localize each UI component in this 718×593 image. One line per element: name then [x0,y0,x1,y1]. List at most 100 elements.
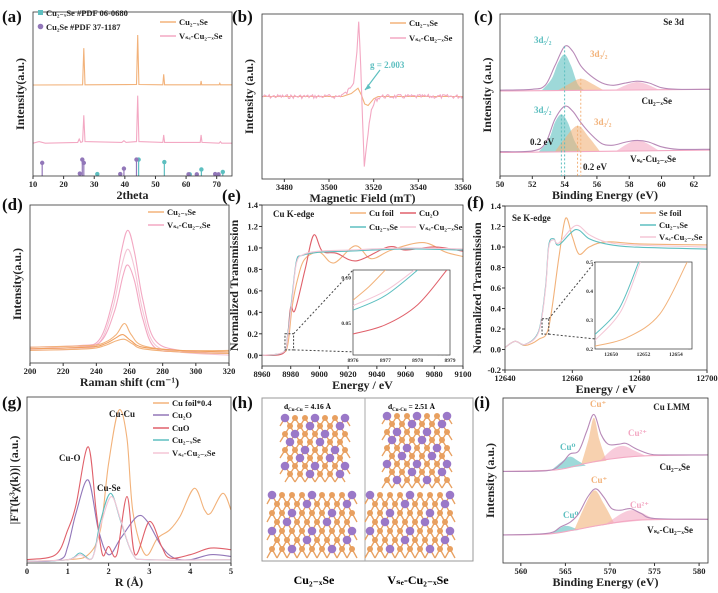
series-line [33,95,232,144]
cu-atom [334,501,340,507]
annotation: Cu-O [59,453,81,463]
series-line [503,413,708,472]
cu-atom [309,546,315,552]
inset-x-tick-label: 8976 [348,358,359,364]
inset-y-tick-label: 0.05 [341,321,351,327]
series-line [27,446,231,561]
x-tick-label: 40 [121,179,130,189]
cu-atom [317,423,323,429]
x-tick-label: 0 [25,566,29,576]
se-atom [287,508,297,518]
cu-atom [427,492,433,498]
cu-atom [302,431,308,437]
plot-area [27,409,231,562]
se-atom [330,445,340,455]
cu-atom [314,501,320,507]
cu-atom [317,455,323,461]
legend-item: Cu₂₋ₓSe [350,222,398,232]
annotation: Cu⁰ [560,442,576,452]
se-atom [267,526,277,536]
panel-label: (d) [2,195,23,214]
structure-frame [261,397,474,562]
se-atom [365,490,375,500]
se-atom [392,475,402,485]
cu-atom [409,437,415,443]
plot-area [505,217,707,348]
cu-atom [424,445,430,451]
cu-atom [417,528,423,534]
cu-atom [372,501,378,507]
annotation: Se K-edge [512,213,551,223]
cu-atom [424,413,430,419]
cu-atom [429,469,435,475]
se-atom [310,461,320,471]
series-line [500,45,710,91]
x-tick-label: 3520 [365,182,382,192]
fit-component-area [581,417,607,464]
zoom-connector [548,261,596,320]
cu-atom [304,519,310,525]
reference-marker [212,171,218,176]
x-tick-label: 56 [593,179,602,189]
x-tick-label: 12680 [629,373,650,383]
se-atom [397,451,407,461]
legend-label: Cu₂₋ₓSe [179,17,208,27]
cu-atom [342,431,348,437]
series-line [262,21,463,167]
cu-atom [324,501,330,507]
reference-marker [134,157,139,162]
cu-atom [282,431,288,437]
cu-atom [417,510,423,516]
se-atom [327,544,337,554]
panel-g: (g) 0 1 2 3 4 5 R (Å) |FT(k³χ(k))| (a.u.) Cu foil… [2,393,233,589]
x-tick-label: 1 [66,566,70,576]
y-tick-label: 0.4 [247,307,258,317]
x-axis-label: Binding Energy (eV) [552,188,658,202]
cu-atom [309,510,315,516]
x-tick-label: 280 [156,366,169,376]
x-axis-label: R (Å) [115,575,143,589]
fit-component-area [574,490,615,530]
x-tick-label: 300 [189,366,202,376]
cu-atom [429,421,435,427]
y-tick-label: 0.2 [247,329,258,339]
annotation: Cu₂₋ₓSe [641,96,672,106]
panel-label: (f) [467,193,484,212]
legend-label: Cu foil [369,208,394,218]
inset-frame [352,269,451,356]
panel-d: (d) 200 220 240 260 280 300 320 Raman shift (cm⁻… [2,195,235,389]
caption-right: Vₛₑ-Cu₂₋ₓSe [387,573,449,587]
legend-item: Cu₂₋ₓSe #PDF 06-0680 [38,8,128,18]
distance-label-right: dCu-Cu = 2.51 Å [388,402,436,413]
y-axis-label: Intensity (a.u.) [480,57,494,132]
x-tick-label: 60 [182,179,191,189]
cu-atom [419,453,425,459]
cu-atom [427,528,433,534]
legend-label: Cu₂₋ₓSe [167,207,196,217]
cu-atom [392,501,398,507]
legend-item: Cu foil*0.4 [153,398,212,408]
x-tick-label: 580 [693,566,706,576]
cu-atom [394,445,400,451]
cu-atom [404,461,410,467]
x-tick-label: 20 [59,179,68,189]
cu-atom [412,501,418,507]
cu-atom [382,501,388,507]
cu-atom [387,528,393,534]
legend-item: Vₛₑ-Cu₂₋ₓSe [160,31,223,41]
legend-label: Vₛₑ-Cu₂₋ₓSe [419,222,463,232]
cu-atom [384,429,390,435]
annotation: Vₛₑ-Cu₂₋ₓSe [630,154,676,164]
se-atom [442,459,452,469]
cu-atom [407,546,413,552]
se-atom [400,535,410,545]
se-atom [407,419,417,429]
cu-atom [397,528,403,534]
se-atom [402,443,412,453]
cu-atom [314,519,320,525]
x-tick-label: 2 [106,566,110,576]
cu-atom [327,471,333,477]
se-atom [302,499,312,509]
cu-atom [337,455,343,461]
y-axis-label: Intensity (a.u.) [242,59,256,134]
